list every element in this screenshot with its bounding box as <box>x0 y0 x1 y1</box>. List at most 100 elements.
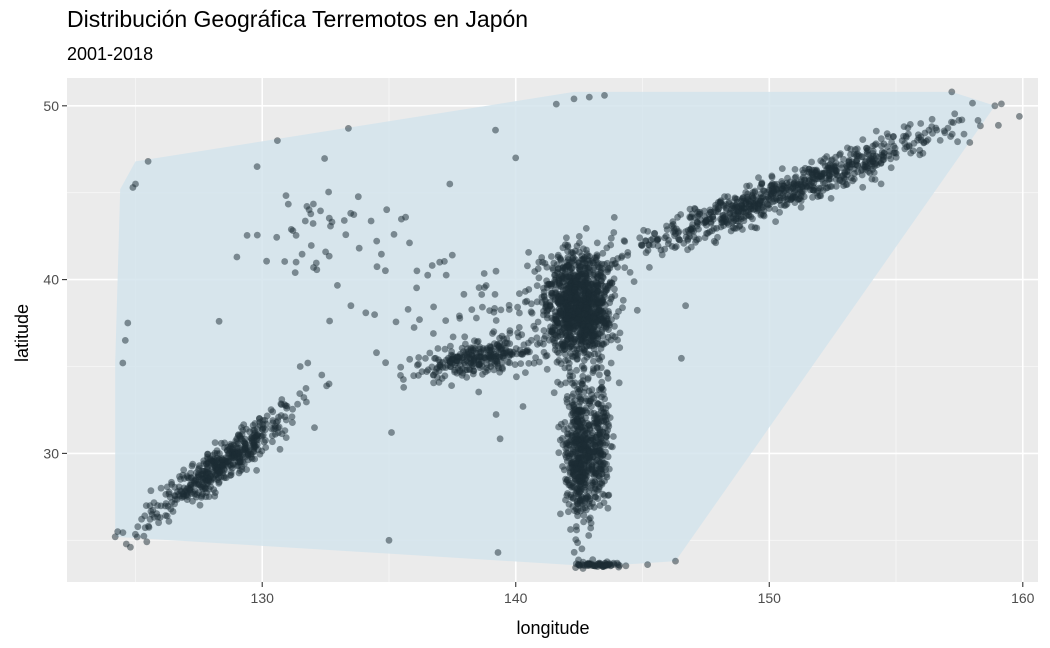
earthquake-point <box>591 443 599 450</box>
earthquake-point <box>721 193 728 201</box>
earthquake-point <box>611 333 619 341</box>
earthquake-point <box>966 139 974 146</box>
earthquake-point <box>215 478 223 486</box>
earthquake-point <box>590 472 598 480</box>
earthquake-point <box>693 222 701 230</box>
earthquake-point <box>144 158 152 165</box>
earthquake-point <box>132 180 139 188</box>
earthquake-point <box>525 339 532 347</box>
earthquake-point <box>558 311 566 319</box>
earthquake-point <box>119 529 127 536</box>
earthquake-point <box>778 178 786 185</box>
earthquake-point <box>464 348 472 355</box>
earthquake-point <box>616 344 624 351</box>
earthquake-point <box>714 208 722 216</box>
earthquake-point <box>809 193 816 201</box>
earthquake-point <box>755 174 762 182</box>
earthquake-point <box>318 371 326 379</box>
earthquake-point <box>442 317 450 324</box>
earthquake-point <box>596 433 604 441</box>
earthquake-point <box>832 159 840 167</box>
earthquake-point <box>595 305 602 313</box>
earthquake-point <box>514 329 521 337</box>
earthquake-point <box>610 229 618 236</box>
earthquake-point <box>268 425 275 433</box>
earthquake-point <box>785 187 793 194</box>
earthquake-point <box>540 327 548 334</box>
earthquake-point <box>434 345 442 352</box>
earthquake-point <box>854 168 862 176</box>
earthquake-point <box>589 435 597 442</box>
earthquake-point <box>226 472 234 479</box>
earthquake-point <box>592 493 599 501</box>
earthquake-point <box>572 560 580 568</box>
earthquake-point <box>555 265 562 273</box>
earthquake-point <box>241 453 249 461</box>
earthquake-point <box>555 357 563 364</box>
earthquake-point <box>565 325 572 333</box>
earthquake-point <box>192 476 200 483</box>
earthquake-point <box>832 182 840 190</box>
earthquake-point <box>193 493 200 501</box>
earthquake-point <box>614 263 621 271</box>
earthquake-point <box>684 235 692 243</box>
earthquake-point <box>584 256 592 264</box>
earthquake-point <box>593 281 601 289</box>
earthquake-point <box>571 286 579 294</box>
earthquake-point <box>491 291 499 298</box>
earthquake-point <box>311 424 318 431</box>
earthquake-point <box>878 148 886 156</box>
earthquake-point <box>677 211 685 218</box>
earthquake-point <box>581 483 589 491</box>
earthquake-point <box>668 243 676 250</box>
earthquake-point <box>669 218 677 226</box>
earthquake-point <box>294 400 301 408</box>
earthquake-point <box>410 324 418 331</box>
earthquake-point <box>463 374 471 381</box>
earthquake-point <box>583 250 591 257</box>
earthquake-point <box>924 136 932 144</box>
earthquake-point <box>579 287 587 295</box>
earthquake-point <box>561 357 569 364</box>
earthquake-point <box>482 368 489 376</box>
earthquake-point <box>900 123 908 130</box>
earthquake-point <box>173 496 181 503</box>
earthquake-point <box>568 379 576 387</box>
earthquake-point <box>533 334 541 342</box>
earthquake-point <box>933 126 941 134</box>
earthquake-point <box>578 362 586 370</box>
earthquake-point <box>214 471 221 478</box>
earthquake-point <box>555 423 562 431</box>
earthquake-point <box>147 508 155 515</box>
earthquake-point <box>579 372 587 380</box>
earthquake-point <box>406 239 413 247</box>
earthquake-point <box>917 120 925 127</box>
earthquake-point <box>406 355 414 363</box>
earthquake-point <box>577 412 585 419</box>
earthquake-point <box>534 340 541 348</box>
earthquake-point <box>465 365 473 373</box>
earthquake-point <box>832 167 840 174</box>
earthquake-point <box>146 502 154 510</box>
earthquake-point <box>307 242 315 249</box>
earthquake-point <box>557 296 565 304</box>
earthquake-point <box>460 290 468 298</box>
earthquake-point <box>580 511 588 519</box>
earthquake-point <box>596 371 603 379</box>
x-tick-label: 150 <box>758 590 782 606</box>
earthquake-point <box>492 411 500 418</box>
earthquake-point <box>263 412 271 420</box>
earthquake-point <box>572 536 580 543</box>
earthquake-point <box>242 440 250 448</box>
earthquake-point <box>548 314 556 322</box>
earthquake-point <box>140 532 148 540</box>
x-tick-label: 130 <box>251 590 275 606</box>
earthquake-point <box>759 203 767 211</box>
earthquake-point <box>581 427 588 435</box>
earthquake-point <box>141 512 149 520</box>
earthquake-point <box>576 500 584 507</box>
earthquake-point <box>525 249 532 256</box>
earthquake-point <box>575 402 583 410</box>
earthquake-point <box>292 232 300 239</box>
